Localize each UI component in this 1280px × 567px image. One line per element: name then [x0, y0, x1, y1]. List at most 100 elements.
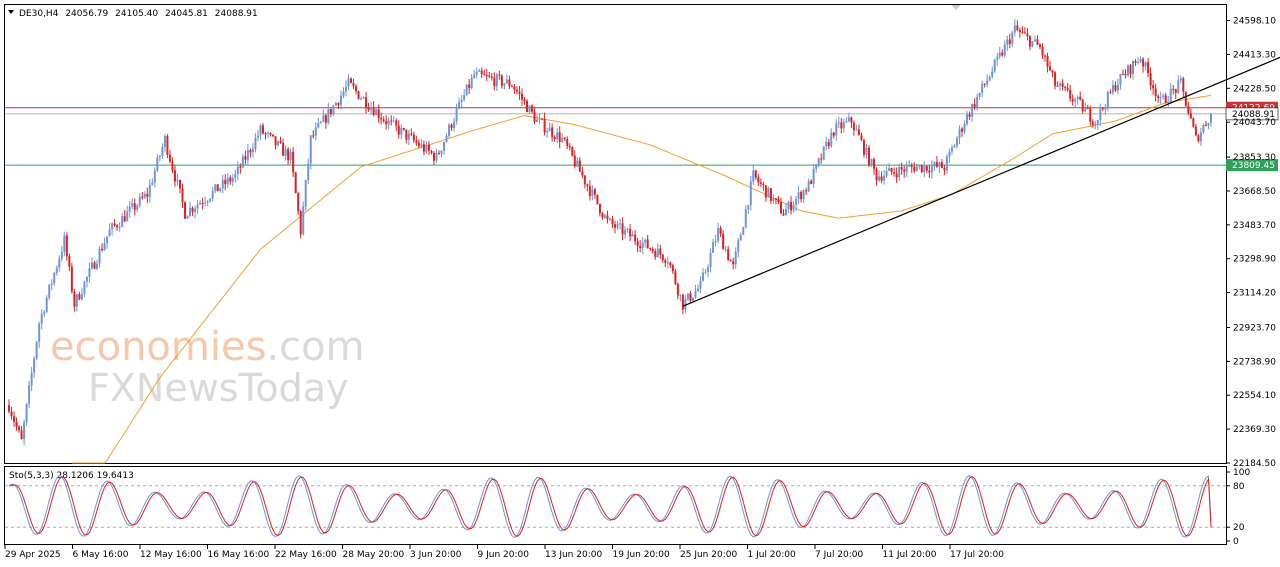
candle — [737, 237, 740, 258]
candle — [1134, 59, 1137, 66]
candle — [795, 196, 798, 212]
candle — [392, 116, 395, 123]
candle — [249, 148, 252, 158]
candle — [1104, 103, 1107, 116]
candle — [121, 212, 124, 228]
x-tick-label: 3 Jun 20:00 — [410, 550, 462, 560]
candle — [96, 259, 99, 271]
candle — [231, 174, 234, 187]
x-axis: 29 Apr 2025 6 May 16:00 12 May 16:00 16 May… — [4, 545, 1004, 560]
candle — [1142, 57, 1145, 73]
candle — [832, 131, 835, 139]
candle — [70, 262, 73, 294]
candle — [1204, 120, 1207, 127]
candle — [294, 171, 297, 194]
candle — [367, 102, 370, 112]
candle — [1074, 97, 1077, 108]
candle — [790, 196, 793, 215]
candle — [1016, 20, 1019, 32]
candle — [608, 217, 611, 221]
candle — [777, 196, 780, 205]
candle — [714, 234, 717, 247]
candle — [624, 226, 627, 239]
candle — [153, 167, 156, 188]
candle — [483, 69, 486, 76]
candle — [588, 180, 591, 201]
candle — [553, 135, 556, 142]
candle — [626, 227, 629, 233]
candle — [395, 118, 398, 132]
candle — [319, 120, 322, 124]
candle — [1033, 35, 1036, 43]
candle — [432, 150, 435, 165]
candle — [261, 122, 264, 135]
candle — [317, 117, 320, 129]
candle — [878, 170, 881, 183]
candle — [1006, 35, 1009, 51]
candle — [593, 187, 596, 199]
candle — [1099, 103, 1102, 126]
candle — [166, 134, 169, 159]
candle — [661, 253, 664, 263]
candle — [186, 215, 189, 219]
candle — [1152, 80, 1155, 95]
candle — [629, 224, 632, 242]
symbol-dropdown-icon[interactable] — [8, 10, 14, 14]
candle — [822, 146, 825, 161]
symbol-label: DE30,H4 — [19, 9, 59, 19]
candle — [380, 112, 383, 125]
candle — [576, 157, 579, 168]
candle — [387, 117, 390, 130]
candle — [1049, 61, 1052, 72]
candle — [93, 260, 96, 270]
trendline-layer[interactable] — [682, 42, 1280, 307]
candle — [636, 237, 639, 253]
candle — [40, 309, 43, 330]
stoch-tick-label: 80 — [1233, 482, 1245, 492]
candle — [671, 263, 674, 275]
candle — [1041, 43, 1044, 59]
candle — [463, 88, 466, 102]
candle — [614, 220, 617, 234]
x-tick-label: 25 Jun 20:00 — [680, 550, 737, 560]
candle — [707, 264, 710, 277]
candle — [1031, 40, 1034, 48]
candle — [1061, 78, 1064, 91]
candle — [430, 149, 433, 155]
candle — [699, 276, 702, 294]
x-tick-label: 16 May 16:00 — [208, 550, 270, 560]
candle — [322, 109, 325, 123]
candle — [983, 83, 986, 88]
candle — [764, 185, 767, 202]
candle — [1003, 40, 1006, 58]
scroll-marker-icon[interactable] — [951, 5, 961, 10]
candle — [619, 218, 622, 230]
candle — [1169, 82, 1172, 105]
candle — [561, 133, 564, 143]
candle — [1121, 69, 1124, 75]
candle — [161, 143, 164, 160]
stoch-tick-label: 20 — [1233, 523, 1245, 533]
candle — [339, 90, 342, 110]
candle — [709, 248, 712, 273]
candle — [1124, 69, 1127, 79]
candle — [365, 91, 368, 114]
candle — [890, 167, 893, 176]
candle — [267, 130, 270, 139]
candle — [694, 284, 697, 299]
candle — [606, 210, 609, 224]
candle — [75, 293, 78, 312]
candle — [767, 186, 770, 198]
candle — [611, 216, 614, 229]
candle — [156, 154, 159, 173]
candle — [885, 166, 888, 179]
candle — [58, 255, 61, 272]
candle — [13, 411, 16, 427]
candle — [815, 163, 818, 173]
candle — [1172, 84, 1175, 95]
candle — [837, 116, 840, 129]
candle — [214, 183, 217, 194]
candle — [1071, 94, 1074, 106]
candle — [485, 68, 488, 82]
